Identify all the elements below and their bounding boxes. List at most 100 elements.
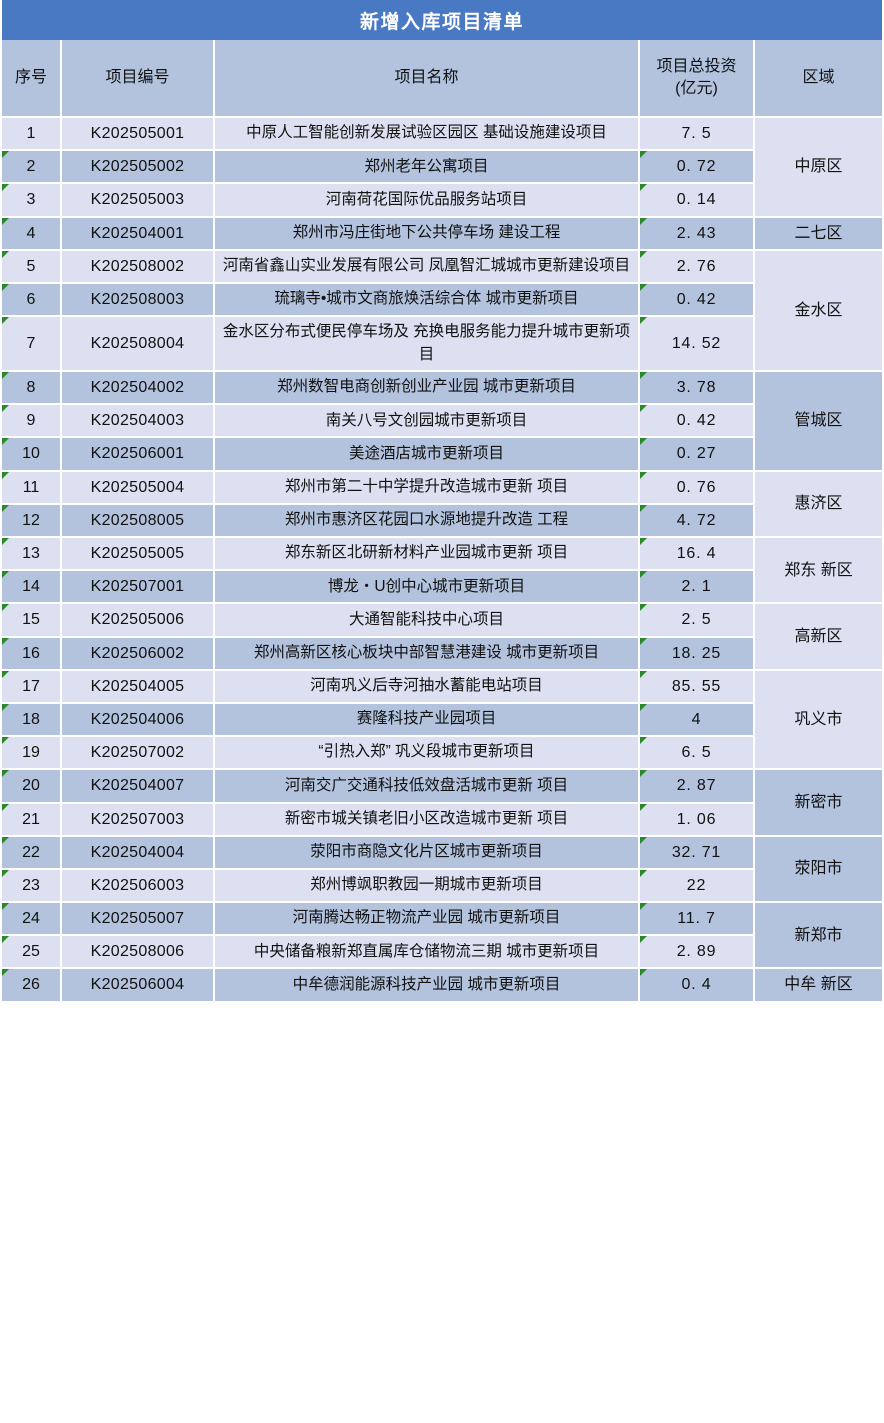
cell-amount: 0. 42	[640, 405, 755, 439]
cell-name: 金水区分布式便民停车场及 充换电服务能力提升城市更新项目	[215, 317, 640, 373]
table-row: 2 K202505002 郑州老年公寓项目 0. 72	[0, 151, 884, 185]
cell-name: “引热入郑” 巩义段城市更新项目	[215, 737, 640, 771]
cell-region-text: 惠济区	[794, 495, 843, 513]
cell-name-text: 郑州市冯庄街地下公共停车场 建设工程	[292, 223, 561, 241]
cell-amount-text: 0. 14	[676, 191, 717, 209]
cell-code: K202506001	[62, 438, 215, 472]
cell-index-text: 13	[22, 545, 40, 562]
table-header: 序号 项目编号 项目名称 项目总投资 (亿元) 区域	[0, 40, 884, 118]
cell-code-text: K202507003	[90, 810, 185, 828]
cell-index: 15	[0, 604, 62, 638]
cell-code: K202506002	[62, 637, 215, 671]
comment-marker-icon	[2, 637, 9, 645]
cell-index-text: 21	[22, 810, 40, 828]
table-row: 11 K202505004 郑州市第二十中学提升改造城市更新 项目 0. 76 惠济区	[0, 471, 884, 538]
table-row: 16 K202506002 郑州高新区核心板块中部智慧港建设 城市更新项目 18. 2…	[0, 637, 884, 671]
comment-marker-icon	[640, 250, 647, 258]
cell-amount: 18. 25	[640, 637, 755, 671]
comment-marker-icon	[640, 372, 647, 380]
comment-marker-icon	[640, 438, 647, 446]
cell-region: 中原区	[755, 118, 884, 218]
cell-region-text: 新郑市	[794, 926, 843, 944]
cell-code-text: K202507002	[90, 744, 185, 762]
cell-name-text: 博龙・U创中心城市更新项目	[327, 577, 526, 595]
cell-amount: 2. 43	[640, 217, 755, 251]
cell-name-text: 琉璃寺•城市文商旅焕活综合体 城市更新项目	[274, 290, 579, 308]
cell-index-text: 18	[22, 710, 40, 728]
cell-code-text: K202505005	[90, 545, 185, 562]
cell-index-text: 24	[22, 910, 40, 928]
cell-amount-text: 0. 4	[681, 976, 712, 994]
cell-region: 高新区	[755, 604, 884, 671]
cell-code: K202506004	[62, 969, 215, 1003]
cell-amount-text: 0. 42	[676, 290, 717, 308]
cell-code: K202506003	[62, 869, 215, 904]
cell-index: 7	[0, 317, 62, 373]
cell-index: 26	[0, 969, 62, 1003]
comment-marker-icon	[2, 969, 9, 977]
comment-marker-icon	[640, 969, 647, 977]
cell-name-text: 中牟德润能源科技产业园 城市更新项目	[292, 975, 561, 993]
cell-index: 4	[0, 217, 62, 251]
cell-index: 12	[0, 504, 62, 538]
cell-region: 金水区	[755, 250, 884, 373]
cell-code-text: K202506001	[90, 445, 185, 463]
cell-index: 1	[0, 118, 62, 152]
project-list-sheet: 新增入库项目清单 序号 项目编号 项目名称 项目总投资 (亿元) 区域	[0, 0, 884, 1003]
comment-marker-icon	[2, 184, 9, 192]
cell-code-text: K202504002	[90, 379, 185, 397]
table-row: 7 K202508004 金水区分布式便民停车场及 充换电服务能力提升城市更新项目 1…	[0, 317, 884, 373]
cell-code-text: K202505004	[90, 478, 185, 496]
cell-index: 20	[0, 770, 62, 804]
cell-region-text: 中原区	[794, 158, 843, 176]
project-table: 序号 项目编号 项目名称 项目总投资 (亿元) 区域 1 K202505001 中原…	[0, 40, 884, 1003]
cell-code-text: K202505006	[90, 611, 185, 629]
cell-name-text: 河南巩义后寺河抽水蓄能电站项目	[310, 677, 543, 695]
cell-name: 郑州高新区核心板块中部智慧港建设 城市更新项目	[215, 637, 640, 671]
cell-amount: 0. 14	[640, 184, 755, 218]
cell-amount-text: 2. 76	[676, 257, 717, 275]
cell-code: K202505002	[62, 151, 215, 185]
comment-marker-icon	[640, 317, 647, 325]
comment-marker-icon	[2, 317, 9, 325]
comment-marker-icon	[640, 151, 647, 159]
cell-index: 17	[0, 670, 62, 704]
cell-name-text: 郑州老年公寓项目	[364, 157, 489, 175]
cell-region-text: 荥阳市	[794, 860, 843, 878]
cell-amount: 16. 4	[640, 538, 755, 572]
cell-index: 23	[0, 869, 62, 904]
cell-code: K202505003	[62, 184, 215, 218]
cell-amount: 2. 1	[640, 571, 755, 605]
table-row: 12 K202508005 郑州市惠济区花园口水源地提升改造 工程 4. 72	[0, 504, 884, 538]
comment-marker-icon	[640, 703, 647, 711]
cell-name-text: 郑州市第二十中学提升改造城市更新 项目	[284, 477, 569, 495]
comment-marker-icon	[2, 538, 9, 545]
comment-marker-icon	[2, 372, 9, 380]
cell-name-text: “引热入郑” 巩义段城市更新项目	[318, 743, 535, 761]
comment-marker-icon	[640, 803, 647, 811]
cell-amount-text: 1. 06	[676, 810, 717, 828]
cell-index: 16	[0, 637, 62, 671]
cell-code: K202507001	[62, 571, 215, 605]
cell-amount: 22	[640, 869, 755, 904]
cell-amount-text: 11. 7	[677, 910, 716, 928]
comment-marker-icon	[2, 936, 9, 944]
cell-name-text: 中原人工智能创新发展试验区园区 基础设施建设项目	[246, 124, 607, 142]
cell-index-text: 14	[22, 578, 40, 596]
cell-index: 25	[0, 936, 62, 970]
cell-code-text: K202508003	[90, 290, 185, 308]
cell-index-text: 12	[22, 511, 40, 529]
table-row: 19 K202507002 “引热入郑” 巩义段城市更新项目 6. 5	[0, 737, 884, 771]
table-row: 4 K202504001 郑州市冯庄街地下公共停车场 建设工程 2. 43 二七区	[0, 217, 884, 251]
cell-index: 14	[0, 571, 62, 605]
cell-amount-text: 18. 25	[671, 644, 722, 662]
column-header-index: 序号	[0, 40, 62, 118]
comment-marker-icon	[640, 571, 647, 579]
table-row: 6 K202508003 琉璃寺•城市文商旅焕活综合体 城市更新项目 0. 42	[0, 283, 884, 318]
cell-region: 惠济区	[755, 471, 884, 538]
cell-code: K202504001	[62, 217, 215, 251]
cell-name: 中牟德润能源科技产业园 城市更新项目	[215, 969, 640, 1003]
cell-code: K202508003	[62, 283, 215, 318]
cell-amount: 14. 52	[640, 317, 755, 373]
cell-name-text: 郑州数智电商创新创业产业园 城市更新项目	[277, 378, 576, 396]
